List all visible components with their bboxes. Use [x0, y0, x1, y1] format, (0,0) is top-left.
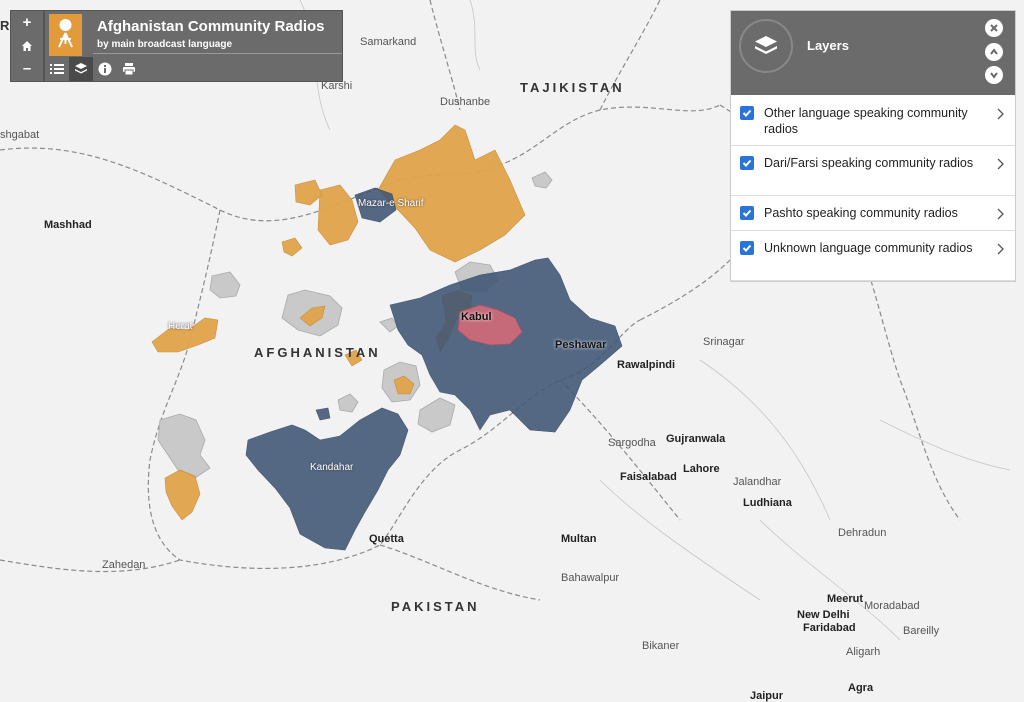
layer-checkbox[interactable] [740, 241, 754, 255]
map-label-aligarh: Aligarh [846, 646, 881, 658]
map-label-zahedan: Zahedan [102, 559, 146, 571]
layers-panel-icon [739, 19, 793, 73]
layer-checkbox[interactable] [740, 156, 754, 170]
print-button[interactable] [117, 57, 141, 81]
map-label-jaipur: Jaipur [750, 690, 784, 702]
map-label-srinagar: Srinagar [703, 336, 745, 348]
zoom-out-button[interactable]: – [22, 60, 32, 77]
map-label-faridabad: Faridabad [803, 622, 856, 634]
title-divider [93, 53, 342, 54]
map-label-pakistan: PAKISTAN [391, 599, 480, 614]
map-label-bahawalpur: Bahawalpur [561, 572, 620, 584]
checkmark-icon [742, 159, 752, 167]
map-label-new-delhi: New Delhi [797, 609, 850, 621]
map-label-agra: Agra [848, 682, 874, 694]
close-icon [990, 24, 998, 32]
map-label-bikaner: Bikaner [642, 640, 680, 652]
dari-farsi-areas [151, 124, 526, 521]
checkmark-icon [742, 244, 752, 252]
map-label-multan: Multan [561, 533, 597, 545]
kabul-area [457, 304, 523, 346]
radio-logo-icon [58, 19, 73, 48]
map-label-mashhad: Mashhad [44, 219, 92, 231]
layers-panel-title: Layers [807, 38, 849, 53]
map-label-sargodha: Sargodha [608, 437, 656, 449]
map-label-ashgabat: shgabat [0, 129, 40, 141]
layers-collapse-button[interactable] [985, 43, 1003, 61]
map-label-samarkand: Samarkand [360, 36, 417, 48]
layer-label: Other language speaking community radios [764, 106, 968, 136]
checkmark-icon [742, 109, 752, 117]
legend-list-button[interactable] [45, 57, 69, 81]
layers-button[interactable] [69, 57, 93, 81]
layers-icon [755, 36, 777, 54]
app-logo [49, 14, 82, 56]
chevron-right-icon [997, 108, 1004, 120]
info-button[interactable] [93, 57, 117, 81]
print-icon [123, 63, 135, 76]
layer-checkbox[interactable] [740, 206, 754, 220]
chevron-up-icon [990, 48, 998, 55]
map-label-ludhiana: Ludhiana [743, 497, 792, 509]
chevron-down-icon [990, 72, 998, 79]
map-label-meerut: Meerut [827, 593, 864, 605]
home-icon [22, 40, 32, 51]
map-label-gujranwala: Gujranwala [666, 433, 726, 445]
info-icon [98, 62, 112, 76]
toolbar [45, 57, 141, 81]
chevron-right-icon [997, 243, 1004, 255]
title-panel: Afghanistan Community Radios by main bro… [44, 10, 343, 82]
map-label-afghanistan: AFGHANISTAN [254, 345, 381, 360]
map-label-karshi: Karshi [321, 80, 353, 92]
list-icon [50, 64, 64, 74]
layers-close-button[interactable] [985, 19, 1003, 37]
layers-panel-header: Layers [731, 11, 1015, 95]
map-label-faisalabad: Faisalabad [620, 471, 677, 483]
map-label-mazar-e-sharif: Mazar-e Sharif [358, 198, 424, 209]
layer-checkbox[interactable] [740, 106, 754, 120]
layer-item-dari-farsi[interactable]: Dari/Farsi speaking community radios [731, 146, 1015, 196]
layer-label: Unknown language community radios [764, 241, 973, 255]
map-label-dehradun: Dehradun [838, 527, 887, 539]
map-label-jalandhar: Jalandhar [733, 476, 782, 488]
zoom-in-button[interactable]: + [22, 14, 32, 31]
app-title: Afghanistan Community Radios [97, 18, 325, 35]
layer-item-pashto[interactable]: Pashto speaking community radios [731, 196, 1015, 231]
home-button[interactable] [11, 34, 43, 57]
layer-item-other[interactable]: Other language speaking community radios [731, 96, 1015, 146]
chevron-right-icon [997, 158, 1004, 170]
map-label-edge-r: R [0, 18, 13, 33]
map-label-quetta: Quetta [369, 533, 404, 545]
layers-icon [75, 63, 87, 74]
map-label-lahore: Lahore [683, 463, 720, 475]
checkmark-icon [742, 209, 752, 217]
zoom-controls: + – [10, 10, 44, 82]
map-label-bareilly: Bareilly [903, 625, 940, 637]
layer-item-unknown[interactable]: Unknown language community radios [731, 231, 1015, 281]
chevron-right-icon [997, 208, 1004, 220]
map-label-kabul: Kabul [461, 311, 492, 323]
map-label-peshawar: Peshawar [555, 339, 607, 351]
pashto-areas [245, 187, 623, 551]
map-label-herat: Herat [168, 321, 193, 332]
app-subtitle: by main broadcast language [97, 39, 233, 50]
layers-panel: Layers Other language speaking community… [730, 10, 1016, 282]
map-label-dushanbe: Dushanbe [440, 96, 491, 108]
map-label-kandahar: Kandahar [310, 462, 354, 473]
layer-label: Pashto speaking community radios [764, 206, 958, 220]
layer-label: Dari/Farsi speaking community radios [764, 156, 974, 170]
map-label-moradabad: Moradabad [864, 600, 920, 612]
map-label-tajikistan: TAJIKISTAN [520, 80, 625, 95]
map-label-rawalpindi: Rawalpindi [617, 359, 676, 371]
layers-expand-button[interactable] [985, 66, 1003, 84]
